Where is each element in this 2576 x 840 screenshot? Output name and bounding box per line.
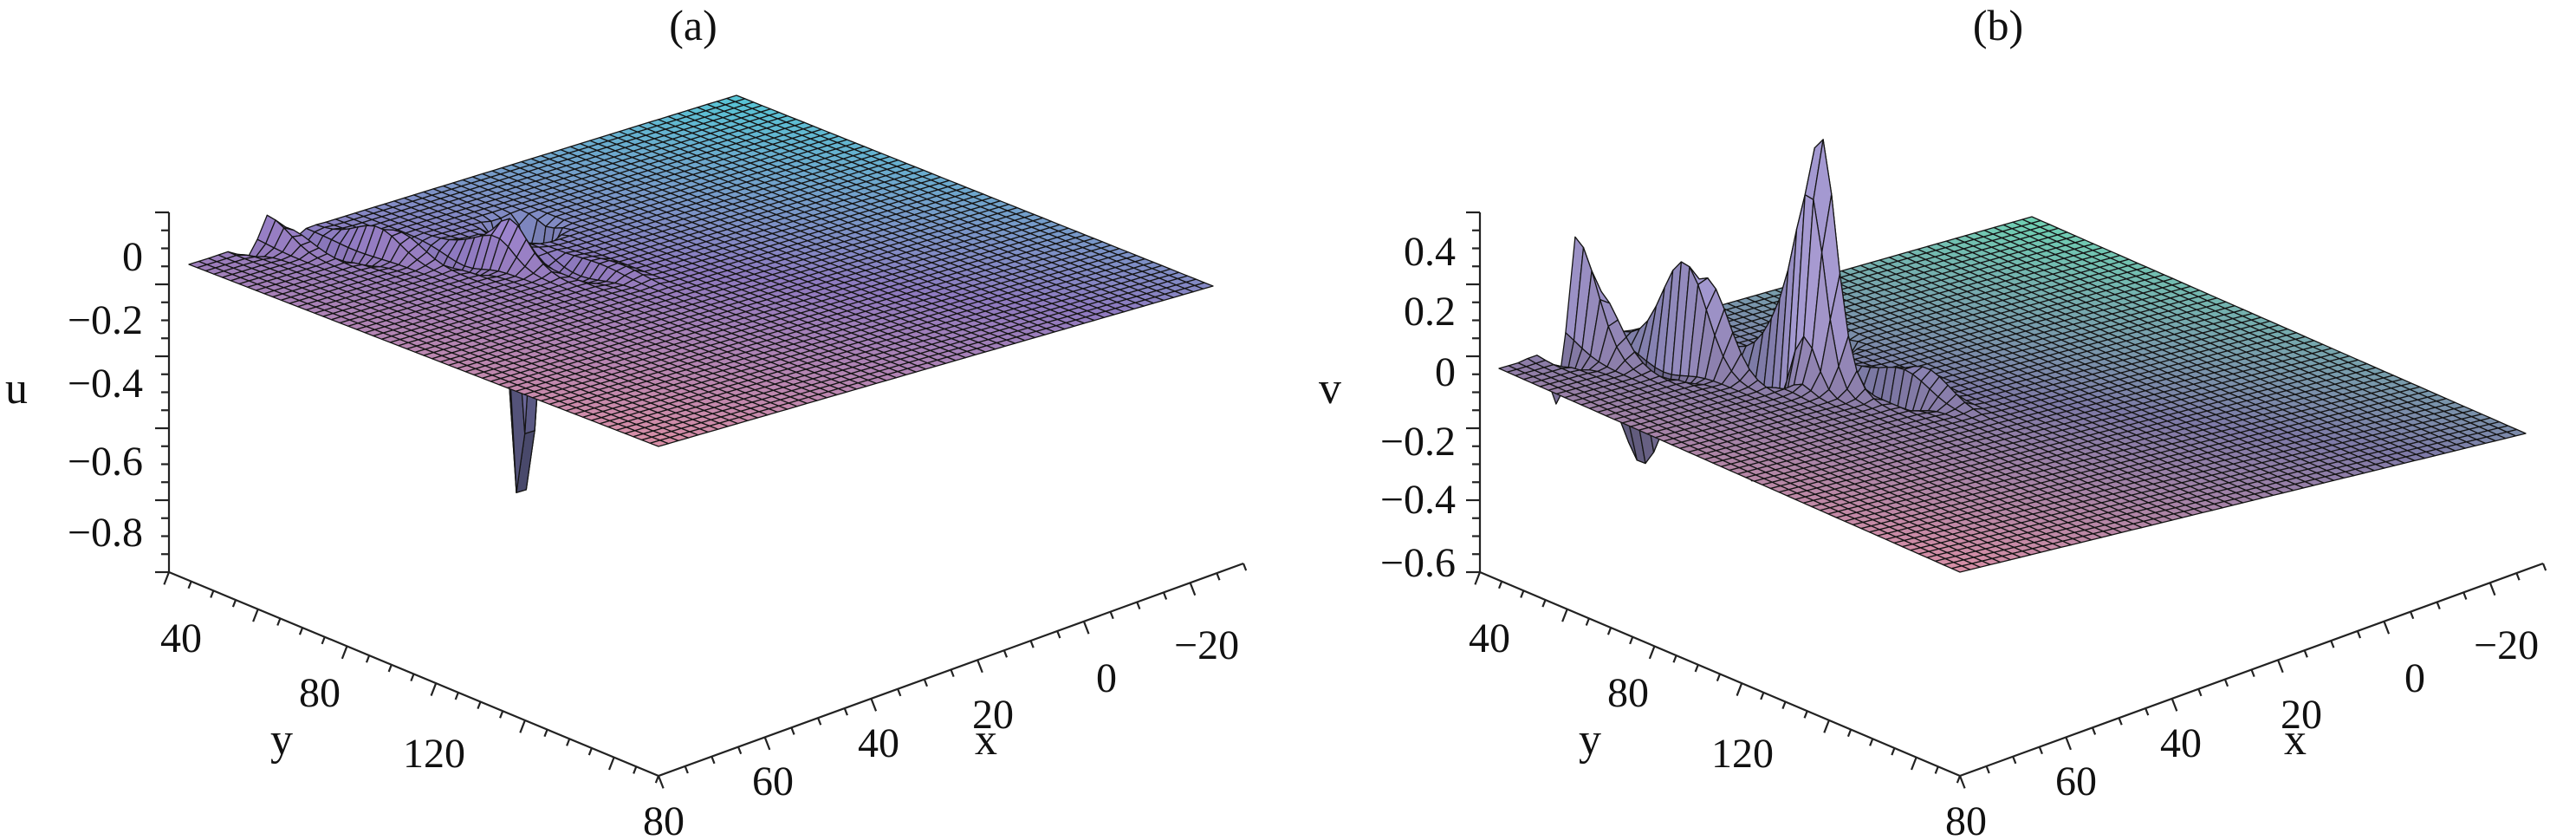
y-tick-mark xyxy=(608,757,615,771)
x-tick-a-4: 60 xyxy=(752,759,794,804)
z-tick-a-0: 0 xyxy=(122,234,143,280)
x-tick-mark xyxy=(870,698,878,712)
x-tick-mark xyxy=(1216,572,1221,581)
x-tick-mark xyxy=(817,717,822,726)
y-tick-mark xyxy=(231,599,237,608)
y-tick-mark xyxy=(163,571,171,585)
y-tick-mark xyxy=(519,720,526,733)
panel-label-a: (a) xyxy=(669,1,717,49)
y-axis-label-a: y xyxy=(270,715,293,765)
y-tick-mark xyxy=(276,618,282,626)
x-axis-label-a: x xyxy=(975,715,997,765)
y-tick-mark xyxy=(566,738,571,746)
y-tick-a-0: 40 xyxy=(160,615,202,661)
y-tick-mark xyxy=(321,636,326,645)
panel-label-b: (b) xyxy=(1973,1,2023,49)
y-tick-mark xyxy=(430,682,438,696)
x-tick-mark xyxy=(923,679,928,687)
z-tick-a-1: −0.2 xyxy=(68,297,143,343)
x-tick-a-0: −20 xyxy=(1174,622,1239,668)
z-axis-label-a: u xyxy=(5,364,28,413)
y-tick-mark xyxy=(210,589,215,598)
x-tick-mark xyxy=(737,746,743,755)
z-tick-a-2: −0.4 xyxy=(68,361,143,407)
y-tick-mark xyxy=(252,609,259,622)
y-tick-mark xyxy=(454,692,459,700)
z-tick-a-4: −0.8 xyxy=(68,510,143,556)
x-tick-mark xyxy=(1136,602,1141,610)
y-tick-mark xyxy=(410,674,415,681)
x-tick-mark xyxy=(711,756,716,765)
y-tick-mark xyxy=(633,765,638,774)
x-tick-mark xyxy=(763,737,771,751)
axis-corner-label-a: 80 xyxy=(643,798,685,840)
surface-plot-b: (b) 0.4 0.2 0 −0.2 −0.4 −0.6 v 40 80 120… xyxy=(1319,1,2547,840)
y-tick-mark xyxy=(477,701,482,710)
surface-mesh-a xyxy=(188,94,1214,493)
y-tick-mark xyxy=(587,747,593,756)
z-tick-a-3: −0.6 xyxy=(68,439,143,485)
x-tick-mark xyxy=(1002,649,1009,658)
x-tick-mark xyxy=(1029,640,1035,648)
x-tick-a-3: 40 xyxy=(858,720,899,766)
y-tick-mark xyxy=(543,729,548,738)
x-tick-mark xyxy=(977,659,983,674)
x-tick-mark xyxy=(897,688,902,697)
x-tick-mark xyxy=(843,707,848,716)
y-tick-mark xyxy=(298,627,304,635)
surface-plot-a: (a) 0 −0.2 −0.4 −0.6 −0.8 u 40 80 120 y … xyxy=(5,1,1248,840)
x-tick-mark xyxy=(1109,611,1114,620)
x-tick-mark xyxy=(1082,621,1090,635)
y-tick-a-2: 120 xyxy=(403,731,465,777)
x-tick-mark xyxy=(1056,630,1061,639)
x-tick-mark xyxy=(657,775,665,789)
y-tick-mark xyxy=(499,710,504,719)
y-tick-mark xyxy=(365,654,371,663)
x-tick-a-1: 0 xyxy=(1096,655,1117,701)
y-tick-mark xyxy=(187,581,192,589)
x-tick-mark xyxy=(790,726,795,735)
x-tick-mark xyxy=(1162,592,1168,600)
x-tick-mark xyxy=(684,765,689,774)
x-tick-mark xyxy=(1242,563,1248,571)
y-tick-mark xyxy=(341,646,348,660)
surface-mesh-b xyxy=(1498,139,2527,573)
x-tick-mark xyxy=(950,669,955,677)
x-tick-mark xyxy=(1189,582,1197,596)
y-tick-a-1: 80 xyxy=(299,670,341,716)
y-tick-mark xyxy=(387,664,393,673)
